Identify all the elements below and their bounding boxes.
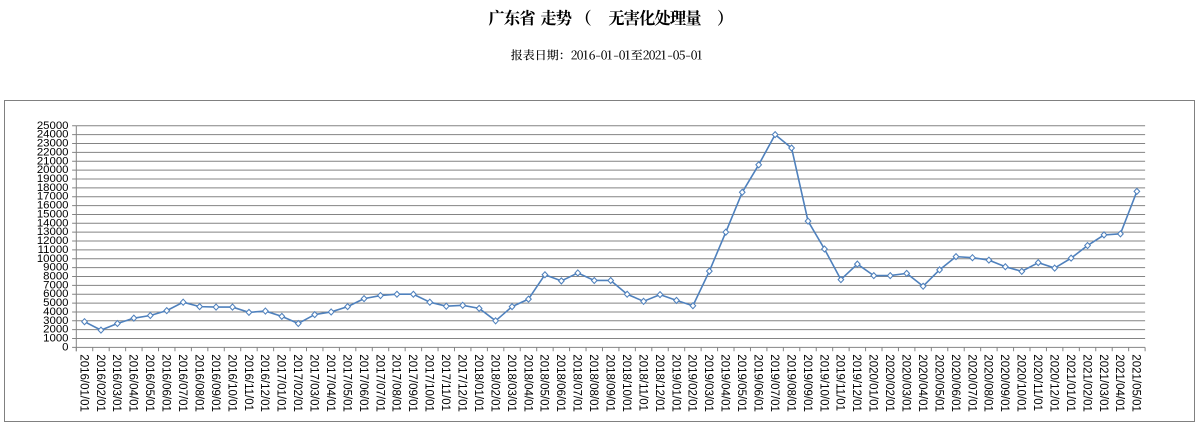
svg-text:2016/03/01: 2016/03/01 bbox=[110, 354, 122, 412]
svg-text:2019/09/01: 2019/09/01 bbox=[801, 354, 813, 412]
svg-text:12000: 12000 bbox=[37, 235, 69, 247]
svg-text:2019/07/01: 2019/07/01 bbox=[768, 354, 780, 412]
svg-text:20000: 20000 bbox=[37, 164, 69, 176]
svg-text:8000: 8000 bbox=[43, 270, 68, 282]
svg-text:2020/01/01: 2020/01/01 bbox=[867, 354, 879, 412]
svg-text:2017/06/01: 2017/06/01 bbox=[357, 354, 369, 412]
svg-text:2019/05/01: 2019/05/01 bbox=[735, 354, 747, 412]
svg-text:2016/01/01: 2016/01/01 bbox=[77, 354, 89, 412]
svg-text:2016/12/01: 2016/12/01 bbox=[258, 354, 270, 412]
svg-text:2018/02/01: 2018/02/01 bbox=[488, 354, 500, 412]
svg-text:2020/12/01: 2020/12/01 bbox=[1047, 354, 1059, 412]
svg-text:22000: 22000 bbox=[37, 146, 69, 158]
svg-text:2018/09/01: 2018/09/01 bbox=[604, 354, 616, 412]
svg-text:2019/08/01: 2019/08/01 bbox=[784, 354, 796, 412]
svg-text:17000: 17000 bbox=[37, 191, 69, 203]
svg-text:2018/12/01: 2018/12/01 bbox=[653, 354, 665, 412]
svg-text:2021/03/01: 2021/03/01 bbox=[1097, 354, 1109, 412]
svg-text:15000: 15000 bbox=[37, 208, 69, 220]
svg-text:2018/01/01: 2018/01/01 bbox=[472, 354, 484, 412]
svg-text:2020/10/01: 2020/10/01 bbox=[1015, 354, 1027, 412]
svg-text:2016/11/01: 2016/11/01 bbox=[242, 354, 254, 411]
svg-text:2020/05/01: 2020/05/01 bbox=[932, 354, 944, 412]
svg-text:16000: 16000 bbox=[37, 200, 69, 212]
svg-text:6000: 6000 bbox=[43, 288, 68, 300]
svg-text:2017/08/01: 2017/08/01 bbox=[390, 354, 402, 412]
svg-text:23000: 23000 bbox=[37, 138, 69, 150]
svg-text:2019/12/01: 2019/12/01 bbox=[850, 354, 862, 412]
svg-text:14000: 14000 bbox=[37, 217, 69, 229]
svg-text:2018/03/01: 2018/03/01 bbox=[505, 354, 517, 412]
svg-text:2019/03/01: 2019/03/01 bbox=[702, 354, 714, 412]
svg-text:13000: 13000 bbox=[37, 226, 69, 238]
svg-text:2017/11/01: 2017/11/01 bbox=[439, 354, 451, 411]
svg-text:2017/03/01: 2017/03/01 bbox=[308, 354, 320, 412]
svg-text:2017/09/01: 2017/09/01 bbox=[406, 354, 418, 412]
svg-text:2019/01/01: 2019/01/01 bbox=[669, 354, 681, 412]
svg-text:2016/07/01: 2016/07/01 bbox=[176, 354, 188, 412]
svg-text:2016/09/01: 2016/09/01 bbox=[209, 354, 221, 412]
svg-text:10000: 10000 bbox=[37, 253, 69, 265]
svg-text:2020/07/01: 2020/07/01 bbox=[965, 354, 977, 412]
svg-text:2017/10/01: 2017/10/01 bbox=[423, 354, 435, 412]
svg-text:2020/02/01: 2020/02/01 bbox=[883, 354, 895, 412]
svg-text:2016/10/01: 2016/10/01 bbox=[225, 354, 237, 412]
svg-text:2018/06/01: 2018/06/01 bbox=[554, 354, 566, 412]
svg-text:2017/05/01: 2017/05/01 bbox=[340, 354, 352, 412]
svg-text:2021/04/01: 2021/04/01 bbox=[1113, 354, 1125, 412]
svg-text:2016/04/01: 2016/04/01 bbox=[127, 354, 139, 412]
svg-text:3000: 3000 bbox=[43, 315, 68, 327]
svg-text:2016/08/01: 2016/08/01 bbox=[192, 354, 204, 412]
svg-text:2016/06/01: 2016/06/01 bbox=[160, 354, 172, 412]
svg-text:21000: 21000 bbox=[37, 155, 69, 167]
svg-text:2020/09/01: 2020/09/01 bbox=[998, 354, 1010, 412]
svg-text:2020/11/01: 2020/11/01 bbox=[1031, 354, 1043, 411]
svg-text:19000: 19000 bbox=[37, 173, 69, 185]
svg-text:4000: 4000 bbox=[43, 306, 68, 318]
svg-text:1000: 1000 bbox=[43, 333, 68, 345]
svg-text:2018/05/01: 2018/05/01 bbox=[538, 354, 550, 412]
svg-text:2019/02/01: 2019/02/01 bbox=[686, 354, 698, 412]
svg-text:2017/01/01: 2017/01/01 bbox=[275, 354, 287, 412]
svg-text:2016/02/01: 2016/02/01 bbox=[94, 354, 106, 412]
svg-text:2017/04/01: 2017/04/01 bbox=[324, 354, 336, 412]
svg-text:2017/12/01: 2017/12/01 bbox=[456, 354, 468, 412]
svg-text:2021/01/01: 2021/01/01 bbox=[1064, 354, 1076, 412]
svg-text:5000: 5000 bbox=[43, 297, 68, 309]
svg-text:2020/06/01: 2020/06/01 bbox=[949, 354, 961, 412]
svg-text:2019/04/01: 2019/04/01 bbox=[719, 354, 731, 412]
svg-text:2019/11/01: 2019/11/01 bbox=[834, 354, 846, 411]
svg-text:24000: 24000 bbox=[37, 129, 69, 141]
svg-text:2018/08/01: 2018/08/01 bbox=[587, 354, 599, 412]
svg-text:0: 0 bbox=[62, 341, 68, 353]
svg-text:2018/11/01: 2018/11/01 bbox=[636, 354, 648, 411]
svg-text:2018/10/01: 2018/10/01 bbox=[620, 354, 632, 412]
svg-text:2020/04/01: 2020/04/01 bbox=[916, 354, 928, 412]
svg-text:2016/05/01: 2016/05/01 bbox=[143, 354, 155, 412]
svg-text:11000: 11000 bbox=[38, 244, 69, 256]
svg-text:2000: 2000 bbox=[43, 324, 68, 336]
svg-text:2021/05/01: 2021/05/01 bbox=[1130, 354, 1142, 412]
svg-text:2020/03/01: 2020/03/01 bbox=[899, 354, 911, 412]
svg-text:18000: 18000 bbox=[37, 182, 69, 194]
svg-text:2021/02/01: 2021/02/01 bbox=[1080, 354, 1092, 412]
svg-text:2018/04/01: 2018/04/01 bbox=[521, 354, 533, 412]
svg-text:2018/07/01: 2018/07/01 bbox=[571, 354, 583, 412]
svg-text:9000: 9000 bbox=[43, 262, 68, 274]
svg-text:2019/10/01: 2019/10/01 bbox=[817, 354, 829, 412]
svg-text:2020/08/01: 2020/08/01 bbox=[982, 354, 994, 412]
svg-text:2017/02/01: 2017/02/01 bbox=[291, 354, 303, 412]
svg-text:2019/06/01: 2019/06/01 bbox=[751, 354, 763, 412]
svg-text:25000: 25000 bbox=[37, 120, 69, 132]
svg-text:2017/07/01: 2017/07/01 bbox=[373, 354, 385, 412]
svg-text:7000: 7000 bbox=[43, 279, 68, 291]
